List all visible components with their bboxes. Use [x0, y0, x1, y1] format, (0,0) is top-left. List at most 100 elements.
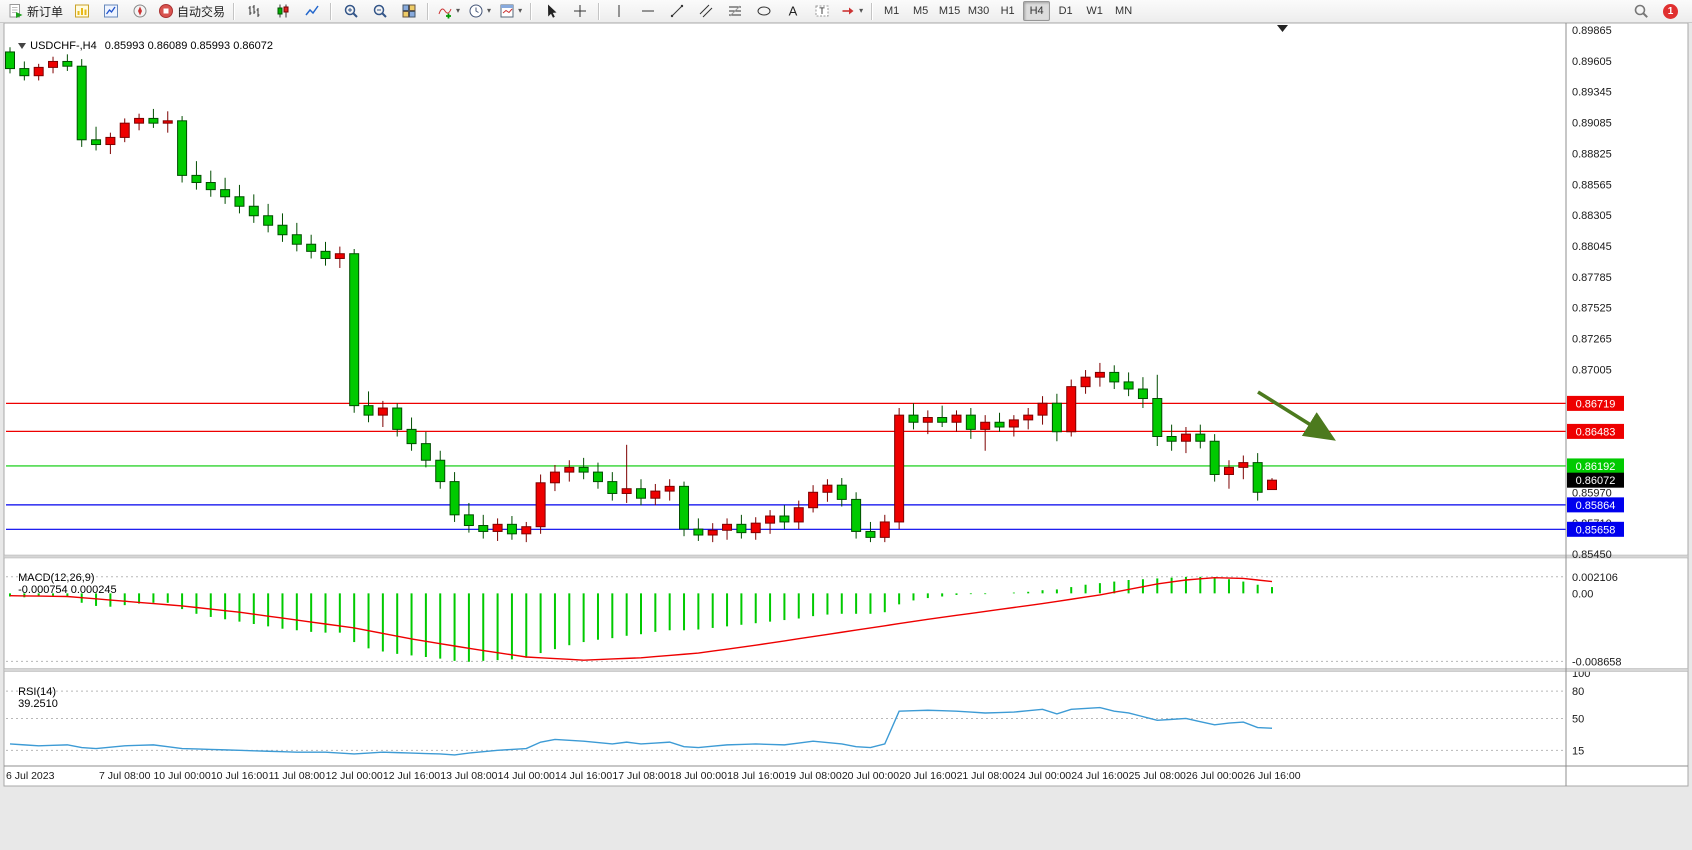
crosshair-button[interactable] — [565, 0, 594, 22]
candle — [707, 529, 718, 536]
candle — [636, 488, 646, 499]
navigator-icon — [133, 4, 147, 18]
toolbar-groups: 新订单 自动交易 ▾ ▾ ▾ A T ▾ M1 M5 M15 M30 H1 H4 D1 W1 MN — [4, 0, 1626, 22]
market-watch-button[interactable] — [96, 0, 125, 22]
toolbar-separator — [427, 2, 430, 20]
autotrading-button[interactable]: 自动交易 — [154, 0, 229, 22]
toolbar: 新订单 自动交易 ▾ ▾ ▾ A T ▾ M1 M5 M15 M30 H1 H4 D1 W1 MN 1 — [0, 0, 1692, 23]
candle — [191, 174, 202, 184]
pane-separator[interactable] — [3, 554, 1689, 559]
indicators-icon — [438, 8, 452, 19]
macd-scale-label: 0.002106 — [1572, 572, 1618, 584]
notification-badge[interactable]: 1 — [1663, 3, 1678, 19]
price-level-badge-text: 0.86072 — [1576, 475, 1616, 487]
cursor-button[interactable] — [536, 0, 565, 22]
timeframe-button-m1[interactable]: M1 — [883, 5, 900, 17]
svg-text:A: A — [788, 4, 797, 19]
timeframe-button-w1[interactable]: W1 — [1086, 5, 1103, 17]
time-axis-label: 25 Jul 08:00 — [1129, 770, 1186, 782]
price-axis-label: 0.87525 — [1572, 303, 1612, 315]
pane-separator[interactable] — [3, 668, 1689, 672]
candle — [363, 405, 374, 416]
price-level-badge-text: 0.85864 — [1576, 500, 1616, 512]
zoom-out-button[interactable] — [365, 0, 394, 22]
rsi-scale-label: 80 — [1572, 686, 1584, 698]
chart-shift-marker[interactable] — [1277, 25, 1288, 32]
price-axis-label: 0.85970 — [1572, 487, 1612, 499]
time-axis-label: 21 Jul 08:00 — [957, 770, 1014, 782]
periods-button[interactable]: ▾ — [464, 0, 495, 22]
clock-icon — [469, 4, 483, 18]
macd-scale-label: 0.00 — [1572, 588, 1593, 600]
candle — [492, 523, 503, 532]
candle — [1252, 462, 1263, 493]
trend-arrow-object[interactable] — [1257, 390, 1336, 441]
shapes-button[interactable] — [749, 0, 778, 22]
candle — [1037, 402, 1048, 416]
bar-chart-button[interactable] — [239, 0, 268, 22]
candle — [765, 515, 776, 524]
time-axis-label: 18 Jul 16:00 — [727, 770, 784, 782]
equidistant-channel-button[interactable] — [691, 0, 720, 22]
templates-button[interactable]: ▾ — [495, 0, 526, 22]
arrows-icon — [842, 7, 854, 15]
candle — [578, 466, 589, 473]
time-axis-label: 12 Jul 16:00 — [383, 770, 440, 782]
timeframe-button-h1[interactable]: H1 — [1000, 5, 1015, 17]
timeframe-button-m15[interactable]: M15 — [938, 5, 961, 17]
text-label-button[interactable]: T — [807, 0, 836, 22]
time-axis-label: 24 Jul 00:00 — [1014, 770, 1071, 782]
price-level-badge — [1567, 521, 1624, 537]
candle — [535, 482, 546, 528]
price-level-badge — [1567, 472, 1624, 488]
timeframe-button-m30[interactable]: M30 — [967, 5, 990, 17]
toolbar-separator — [233, 2, 236, 20]
rsi-line — [9, 706, 1273, 756]
vertical-line-button[interactable] — [604, 0, 633, 22]
time-axis-label: 12 Jul 00:00 — [326, 770, 383, 782]
price-level-badge-text: 0.86192 — [1576, 461, 1616, 473]
candle — [349, 253, 360, 407]
candle — [851, 498, 862, 532]
chart-collapse-icon[interactable] — [18, 43, 27, 49]
time-axis-label: 20 Jul 16:00 — [899, 770, 956, 782]
trendline-button[interactable] — [662, 0, 691, 22]
crosshair-icon — [573, 5, 586, 17]
line-chart-button[interactable] — [297, 0, 326, 22]
charts-icon — [74, 4, 89, 18]
timeframe-button-h4[interactable]: H4 — [1023, 1, 1051, 21]
rsi-scale-label: 50 — [1572, 713, 1584, 725]
candle — [793, 507, 804, 523]
toolbar-right: 1 — [1626, 0, 1688, 22]
vline-icon — [618, 5, 620, 17]
candle — [91, 139, 102, 146]
arrows-button[interactable]: ▾ — [836, 0, 867, 22]
candle — [234, 196, 245, 207]
indicators-button[interactable]: ▾ — [433, 0, 464, 22]
candlestick-chart-button[interactable] — [268, 0, 297, 22]
candle — [722, 523, 733, 531]
timeframe-button-m5[interactable]: M5 — [912, 5, 929, 17]
search-button[interactable] — [1626, 0, 1655, 22]
price-axis-label: 0.87265 — [1572, 334, 1612, 346]
fibonacci-button[interactable] — [720, 0, 749, 22]
candle — [435, 459, 446, 483]
timeframe-button-mn[interactable]: MN — [1115, 5, 1133, 17]
horizontal-line-button[interactable] — [633, 0, 662, 22]
text-button[interactable]: A — [778, 0, 807, 22]
charts-button[interactable] — [67, 0, 96, 22]
zoom-in-button[interactable] — [336, 0, 365, 22]
price-level-badge-text: 0.86483 — [1576, 426, 1616, 438]
candle — [76, 65, 87, 141]
time-axis-label: 11 Jul 08:00 — [269, 770, 326, 782]
candle — [994, 421, 1005, 428]
timeframe-button-d1[interactable]: D1 — [1058, 5, 1073, 17]
toolbar-separator — [530, 2, 533, 20]
new-order-button[interactable]: 新订单 — [4, 0, 67, 22]
navigator-button[interactable] — [125, 0, 154, 22]
price-axis-label: 0.89865 — [1572, 25, 1612, 37]
chart-plot-area[interactable] — [3, 22, 1689, 787]
tile-windows-button[interactable] — [394, 0, 423, 22]
candle — [693, 528, 704, 536]
